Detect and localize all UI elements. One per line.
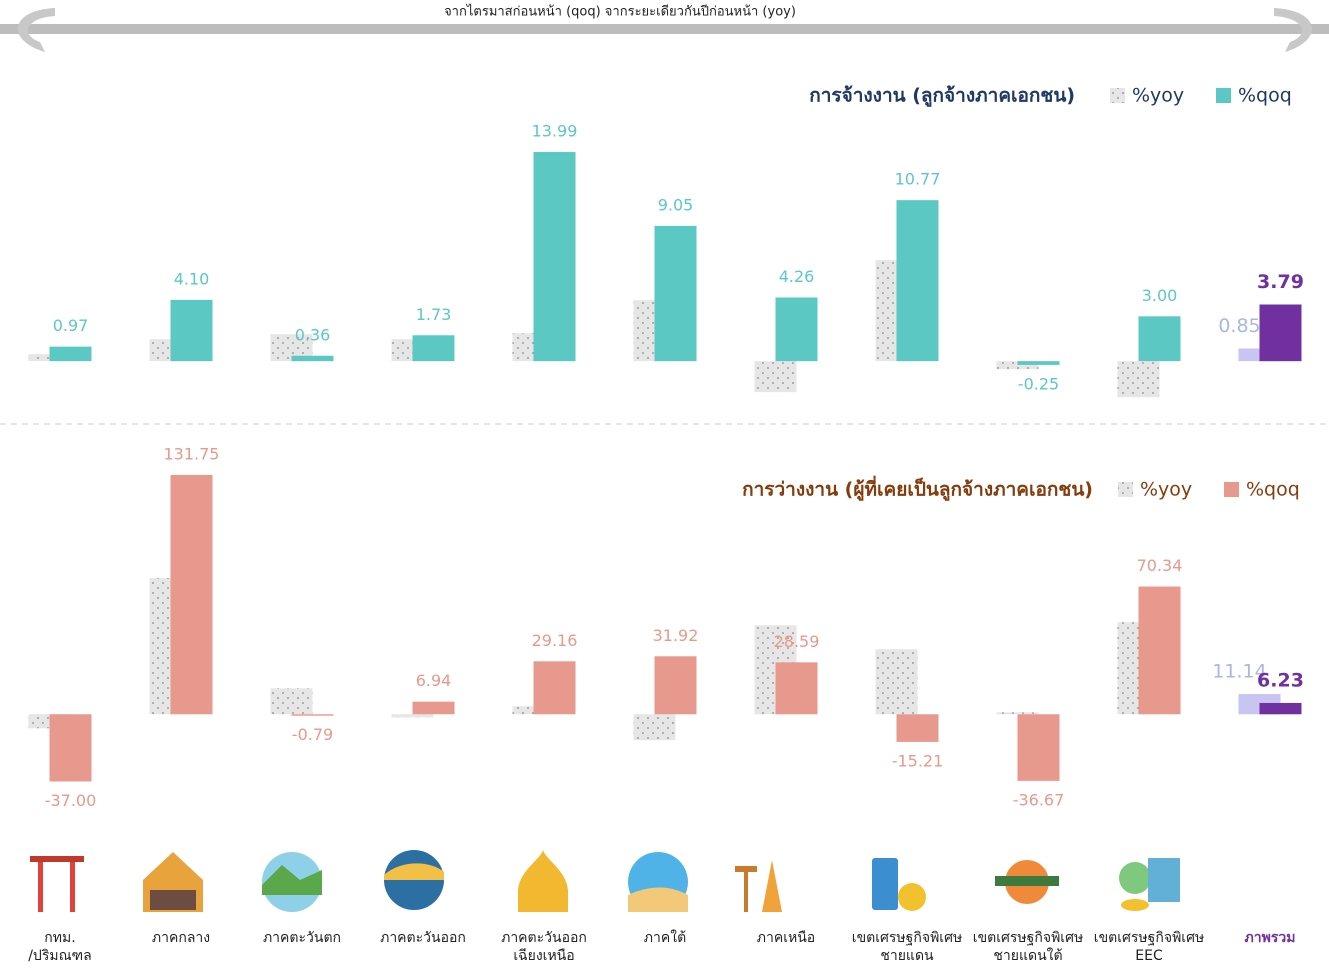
bar (170, 299, 213, 362)
bar (996, 712, 1039, 715)
category-label: ภาพรวม (1244, 930, 1296, 946)
bar (533, 661, 576, 715)
value-label: 11.14 (1212, 661, 1266, 683)
category-label: กทม. /ปริมณฑล (28, 930, 92, 964)
legend-label: %qoq (1246, 479, 1300, 501)
legend-label: %yoy (1132, 85, 1184, 107)
bar (875, 649, 918, 715)
value-label: 3.79 (1257, 271, 1304, 293)
value-label: 0.36 (295, 325, 331, 344)
legend-swatch (1224, 482, 1239, 497)
legend-swatch (1118, 482, 1133, 497)
category-label: ภาคตะวันตก (262, 930, 342, 946)
category-label: เขตเศรษฐกิจพิเศษ ชายแดน (851, 930, 963, 964)
category-label: ภาคตะวันออก เฉียงเหนือ (501, 930, 587, 964)
bar (412, 701, 455, 715)
bar (633, 714, 676, 741)
value-label: 70.34 (1137, 556, 1183, 575)
legend-label: %yoy (1140, 479, 1192, 501)
value-label: 13.99 (532, 122, 578, 141)
value-label: 29.16 (532, 631, 578, 650)
bar (654, 225, 697, 362)
header-band (0, 24, 1329, 34)
value-label: 131.75 (164, 444, 220, 463)
value-label: 3.00 (1142, 286, 1178, 305)
legend-swatch (1216, 88, 1231, 103)
category-label: เขตเศรษฐกิจพิเศษ EEC (1093, 930, 1205, 964)
value-label: -36.67 (1013, 790, 1065, 809)
value-label: 4.10 (174, 269, 210, 288)
bar (896, 200, 939, 362)
bar (754, 361, 797, 393)
value-label: 6.94 (416, 671, 452, 690)
value-label: 9.05 (658, 195, 694, 214)
value-label: 0.85 (1218, 315, 1260, 337)
bar (391, 714, 434, 718)
bar (533, 152, 576, 362)
value-label: -15.21 (892, 751, 944, 770)
bar (1138, 316, 1181, 362)
value-label: -37.00 (45, 791, 97, 810)
bar (49, 714, 92, 782)
chart-title: การว่างงาน (ผู้ที่เคยเป็นลูกจ้างภาคเอกชน… (742, 476, 1093, 502)
bar (1259, 304, 1302, 362)
value-label: 1.73 (416, 305, 452, 324)
bar (49, 346, 92, 362)
bar (996, 361, 1039, 370)
icons (30, 850, 1180, 912)
category-label: เขตเศรษฐกิจพิเศษ ชายแดนใต้ (972, 930, 1084, 964)
header-bg (330, 0, 1000, 22)
value-label: -0.25 (1018, 374, 1059, 393)
value-label: 10.77 (895, 170, 941, 189)
bar (412, 335, 455, 362)
chart-title: การจ้างงาน (ลูกจ้างภาคเอกชน) (809, 85, 1075, 108)
value-label: 28.59 (774, 632, 820, 651)
bar (896, 714, 939, 742)
bar (775, 297, 818, 362)
value-label: 0.97 (53, 316, 89, 335)
bar (1117, 361, 1160, 398)
category-label: ภาคใต้ (643, 930, 687, 946)
category-label: ภาคกลาง (151, 930, 211, 946)
bar (270, 688, 313, 715)
bar (1017, 361, 1060, 365)
value-label: 31.92 (653, 626, 699, 645)
arrow-left (17, 8, 55, 52)
header-text: จากไตรมาสก่อนหน้า (qoq) จากระยะเดียวกันป… (444, 4, 796, 20)
bar (291, 714, 334, 716)
bar (170, 474, 213, 715)
bar (1259, 702, 1302, 715)
value-label: 4.26 (779, 267, 815, 286)
bar (1017, 714, 1060, 781)
category-label: ภาคเหนือ (756, 930, 816, 946)
legend-swatch (1110, 88, 1125, 103)
bar (291, 355, 334, 362)
bar (1138, 586, 1181, 715)
value-label: 6.23 (1257, 669, 1304, 691)
value-label: -0.79 (292, 725, 333, 744)
legend-label: %qoq (1238, 85, 1292, 107)
bar (775, 662, 818, 715)
arrow-right (1274, 8, 1313, 52)
category-label: ภาคตะวันออก (380, 930, 466, 946)
bar (654, 656, 697, 715)
